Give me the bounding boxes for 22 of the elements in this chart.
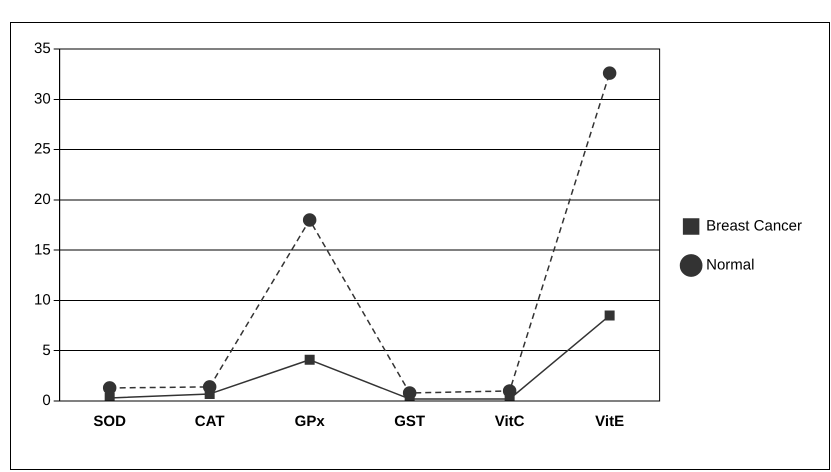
x-tick-label: CAT	[194, 413, 225, 430]
x-tick-label: VitE	[595, 413, 624, 430]
x-tick-label: SOD	[93, 413, 126, 430]
legend-label: Normal	[706, 256, 754, 274]
y-tick-label: 35	[34, 40, 51, 58]
y-tick-label: 5	[42, 342, 51, 359]
point	[104, 392, 115, 401]
point	[304, 354, 315, 365]
point	[602, 66, 616, 80]
y-tick-label: 10	[34, 292, 51, 309]
point	[302, 213, 316, 227]
point	[102, 381, 116, 395]
x-tick-label: VitC	[494, 413, 525, 430]
y-tick-label: 25	[34, 140, 51, 158]
x-tick-label: GPx	[294, 413, 326, 430]
y-tick-label: 30	[34, 90, 51, 108]
point	[604, 310, 615, 321]
y-tick-label: 0	[42, 392, 51, 410]
y-tick-label: 20	[34, 191, 51, 208]
x-tick-label: GST	[394, 413, 426, 430]
y-tick-label: 15	[34, 241, 51, 258]
legend-label: Breast Cancer	[706, 218, 802, 235]
